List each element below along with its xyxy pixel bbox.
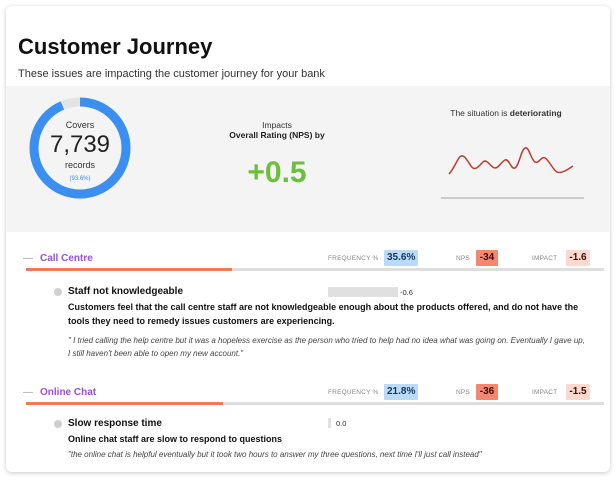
issue-title[interactable]: Staff not knowledgeable	[68, 286, 184, 297]
issue-impact-value: 0.0	[336, 419, 347, 428]
category-name[interactable]: Call Centre	[40, 253, 93, 264]
trend-sparkline: |	[441, 147, 584, 199]
issue-bullet-icon	[54, 288, 62, 296]
coverage-donut	[29, 97, 131, 199]
situation-label: The situation is deteriorating	[426, 108, 586, 118]
impact-badge: -1.5	[566, 384, 590, 400]
impact-label: IMPACT	[532, 389, 558, 396]
overall-impact-value: +0.5	[247, 156, 307, 189]
impact-label: IMPACT	[532, 255, 558, 262]
collapse-icon[interactable]: —	[23, 253, 33, 264]
issue-bullet-icon	[54, 420, 62, 428]
category-share-fill	[26, 402, 223, 405]
frequency-label: FREQUENCY %	[328, 389, 379, 396]
category-share-bar	[26, 268, 604, 271]
issue-description: Customers feel that the call centre staf…	[68, 302, 579, 326]
category-share-bar	[26, 402, 604, 405]
category-share-fill	[26, 268, 232, 271]
coverage-arc	[29, 97, 131, 199]
trend-line	[448, 147, 574, 175]
customer-journey-card: Customer Journey These issues are impact…	[6, 6, 610, 472]
frequency-badge: 21.8%	[384, 384, 418, 400]
page-title: Customer Journey	[18, 34, 213, 59]
category-online-chat[interactable]: — Online Chat FREQUENCY % 21.8% NPS -36 …	[6, 384, 610, 404]
coverage-text: Covers 7,739 records (93.6%)	[28, 96, 132, 200]
nps-label: NPS	[456, 255, 470, 262]
records-label: records	[64, 160, 95, 170]
nps-badge: -34	[476, 250, 498, 266]
nps-label: NPS	[456, 389, 470, 396]
frequency-badge: 35.6%	[384, 250, 418, 266]
issue-title[interactable]: Slow response time	[68, 418, 162, 429]
impacts-line2: Overall Rating (NPS) by	[229, 130, 325, 140]
frequency-label: FREQUENCY %	[328, 255, 379, 262]
issue-impact-value: -0.6	[400, 288, 413, 297]
coverage-percent: (93.6%)	[69, 176, 91, 182]
issue-impact-bar	[328, 287, 398, 297]
issue-description: Online chat staff are slow to respond to…	[68, 434, 283, 444]
issue-quote: " I tried calling the help centre but it…	[68, 336, 585, 358]
category-name[interactable]: Online Chat	[40, 387, 97, 398]
situation-status: deteriorating	[509, 108, 562, 118]
issue-impact-bar	[328, 418, 331, 428]
page-subtitle: These issues are impacting the customer …	[18, 68, 325, 80]
collapse-icon[interactable]: —	[23, 387, 33, 398]
nps-badge: -36	[476, 384, 498, 400]
records-count: 7,739	[49, 131, 111, 158]
impacts-line1: Impacts	[262, 120, 292, 130]
category-call-centre[interactable]: — Call Centre FREQUENCY % 35.6% NPS -34 …	[6, 250, 610, 270]
issue-quote: "the online chat is helpful eventually b…	[68, 450, 482, 459]
summary-panel: Covers 7,739 records (93.6%) Impacts Ove…	[6, 86, 610, 232]
situation-prefix: The situation is	[450, 108, 510, 118]
impacts-label: Impacts Overall Rating (NPS) by	[202, 120, 352, 140]
covers-label: Covers	[65, 120, 95, 130]
impact-badge: -1.6	[566, 250, 590, 266]
